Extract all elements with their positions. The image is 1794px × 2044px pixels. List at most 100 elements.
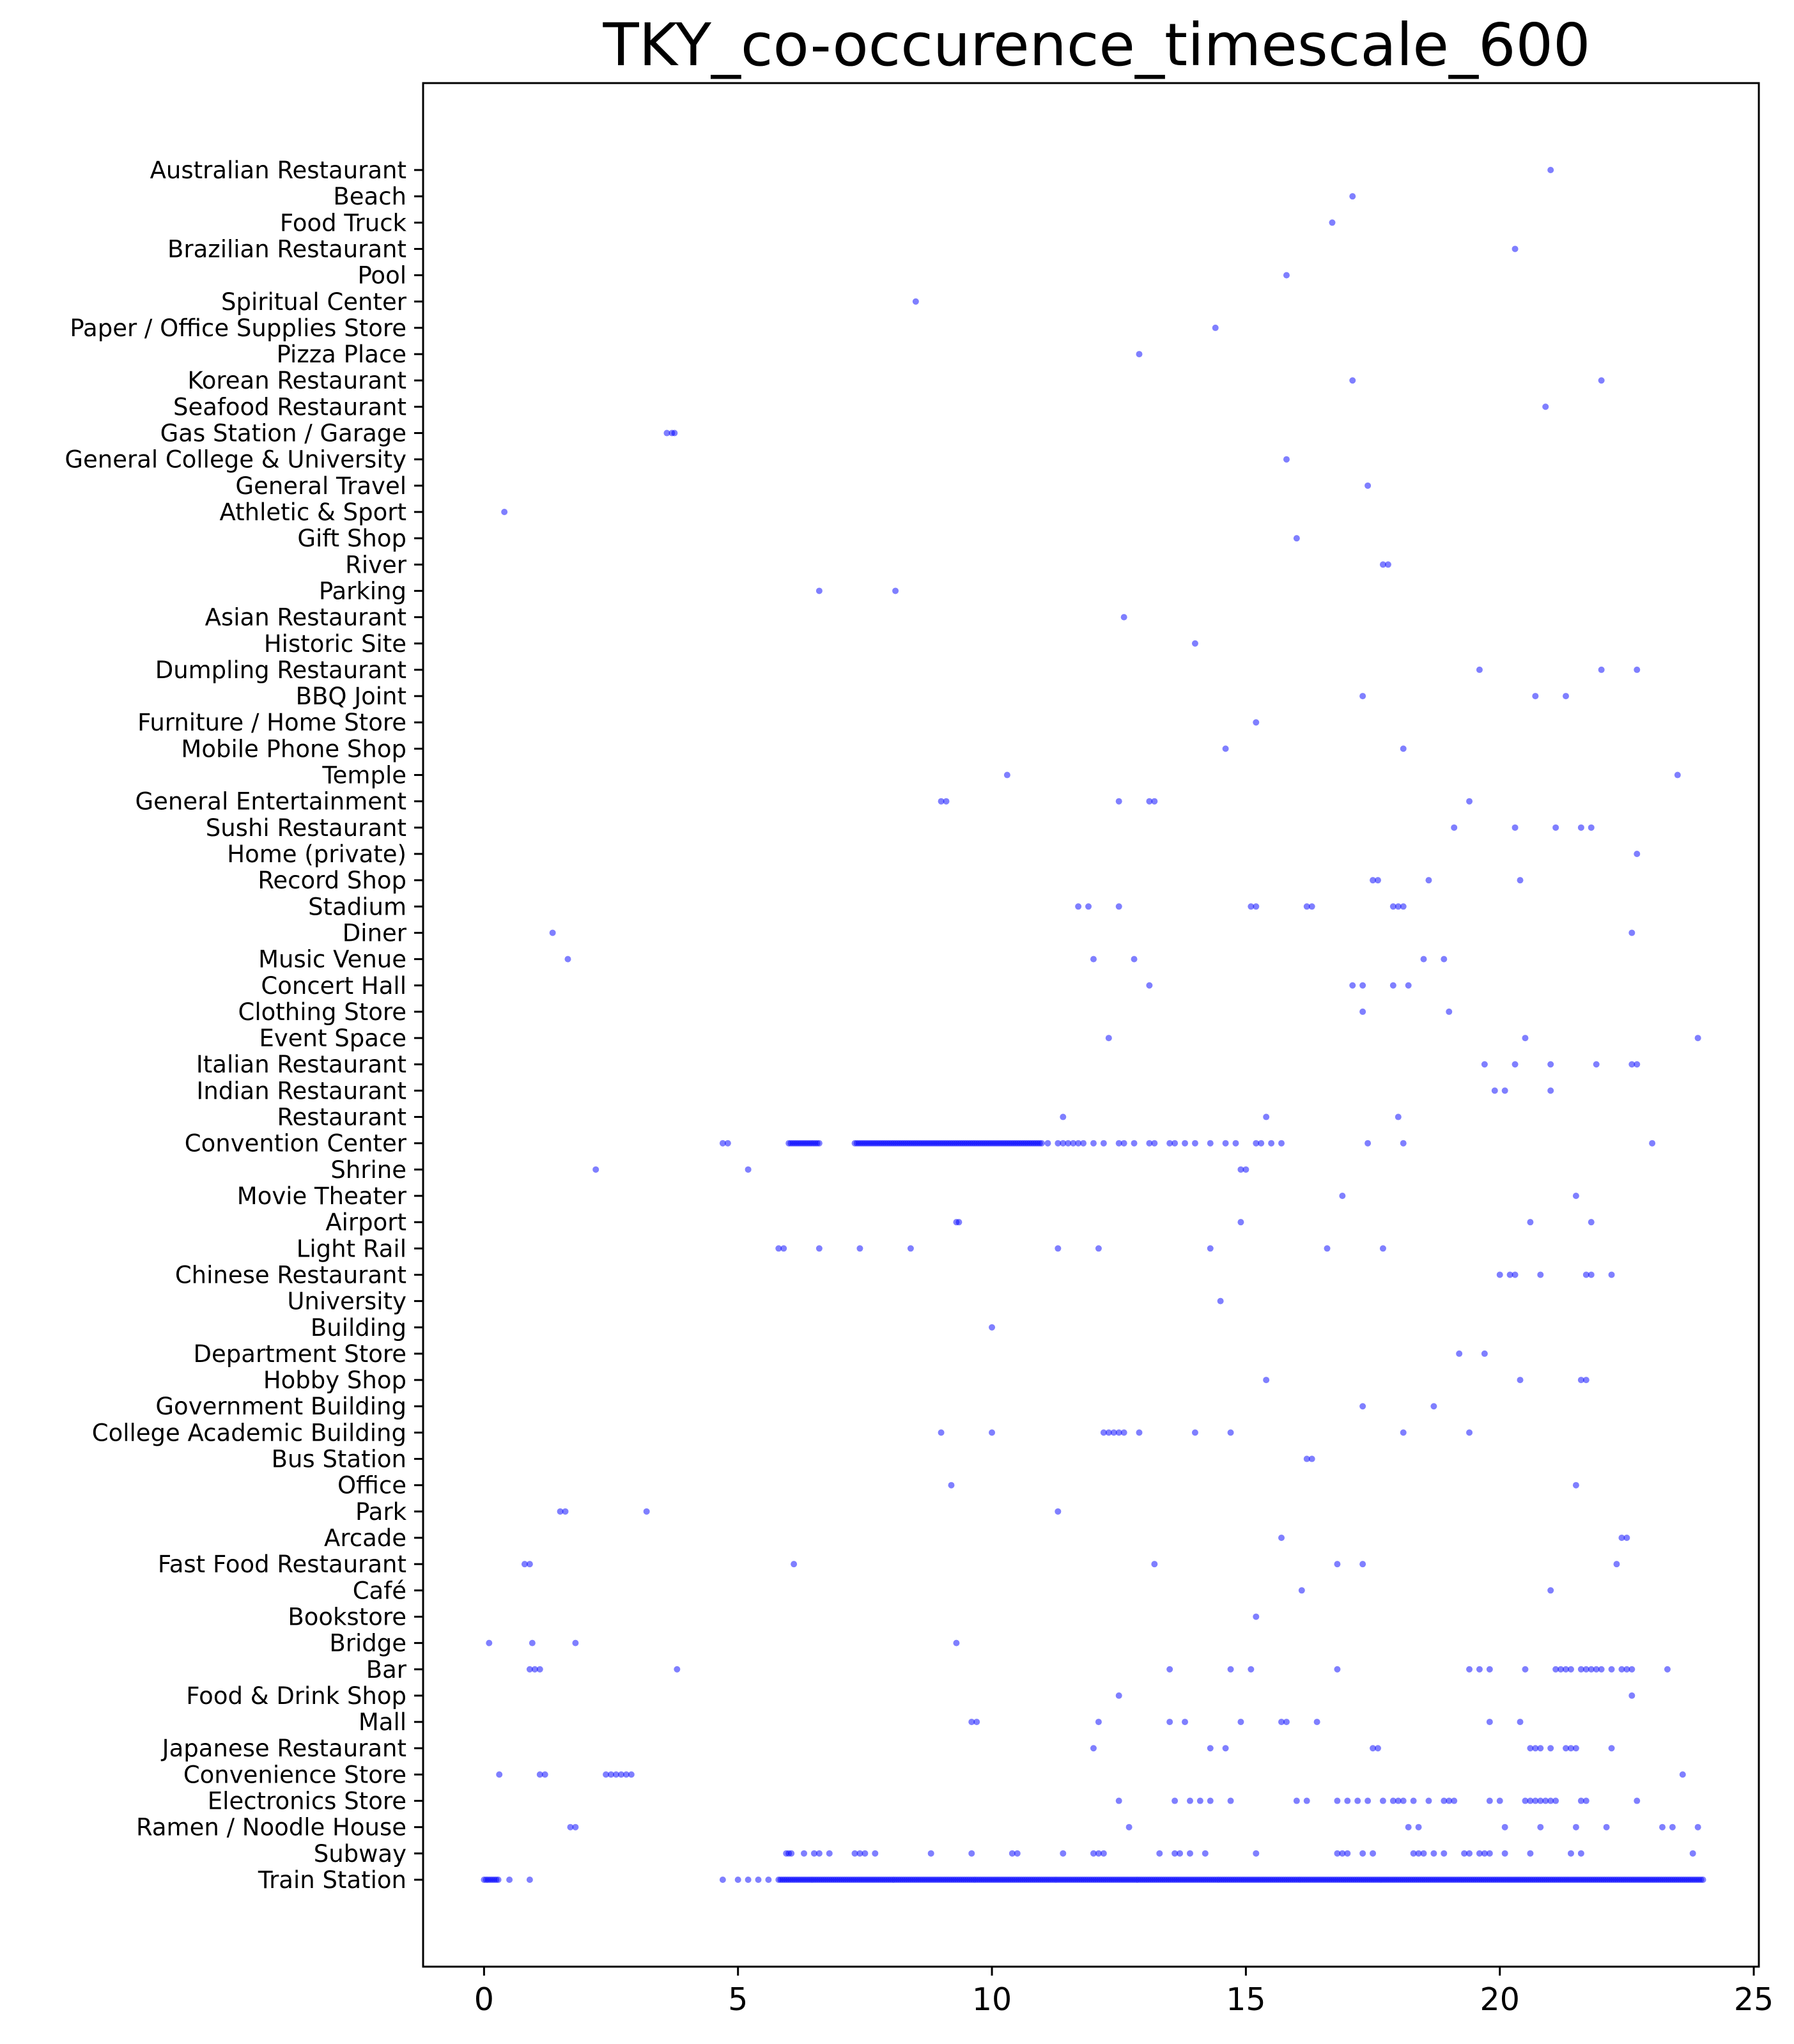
y-tick-label: Home (private) (227, 840, 406, 868)
data-point (1634, 851, 1640, 857)
data-point (1547, 1061, 1554, 1067)
data-point (1700, 1877, 1706, 1883)
data-point (1207, 1140, 1214, 1147)
y-tick-label: Arcade (324, 1524, 406, 1552)
data-point (1502, 1087, 1508, 1094)
y-tick-label: University (287, 1288, 406, 1315)
data-point (1416, 1824, 1422, 1831)
data-point (1466, 1666, 1473, 1673)
data-point (1253, 719, 1259, 725)
data-point (973, 1719, 980, 1725)
data-point (1588, 825, 1595, 831)
data-point (968, 1850, 975, 1857)
y-tick-label: General Travel (235, 472, 406, 500)
data-point (1192, 640, 1198, 647)
y-tick-label: Temple (321, 762, 406, 789)
data-point (1517, 1719, 1524, 1725)
data-point (1212, 325, 1219, 331)
data-point (1116, 1692, 1122, 1699)
y-tick-label: Park (355, 1498, 407, 1526)
data-point (1136, 351, 1142, 357)
data-point (527, 1877, 533, 1883)
y-tick-label: Paper / Office Supplies Store (70, 314, 406, 342)
y-tick-label: Historic Site (264, 630, 406, 658)
data-point (1451, 1798, 1457, 1804)
data-point (1223, 745, 1229, 752)
data-point (1192, 1429, 1198, 1436)
data-point (765, 1877, 771, 1883)
data-point (486, 1640, 492, 1646)
data-point (1583, 1798, 1589, 1804)
data-point (1380, 1245, 1386, 1251)
y-tick-label: Stadium (308, 893, 406, 920)
data-point (1390, 982, 1396, 989)
data-point (1634, 1798, 1640, 1804)
data-point (1055, 1245, 1061, 1251)
y-tick-label: Italian Restaurant (196, 1051, 406, 1078)
data-point (1085, 903, 1092, 910)
data-point (1512, 825, 1519, 831)
y-tick-label: Asian Restaurant (205, 604, 406, 631)
data-point (562, 1508, 569, 1515)
y-tick-label: General Entertainment (135, 788, 406, 816)
data-point (1334, 1798, 1340, 1804)
data-point (529, 1640, 536, 1646)
data-point (1400, 1429, 1407, 1436)
data-point (1441, 1850, 1447, 1857)
y-tick-label: Sushi Restaurant (206, 814, 406, 842)
data-point (1283, 1719, 1290, 1725)
data-point (1583, 1377, 1589, 1383)
data-point (1278, 1140, 1285, 1147)
y-tick-label: Convenience Store (183, 1761, 406, 1788)
y-tick-label: Mobile Phone Shop (181, 735, 406, 763)
data-point (1060, 1114, 1066, 1120)
data-point (1242, 1166, 1249, 1173)
data-point (1487, 1666, 1493, 1673)
y-tick-label: General College & University (65, 446, 406, 474)
data-point (1573, 1193, 1579, 1199)
data-point (1695, 1824, 1701, 1831)
data-point (1253, 1850, 1259, 1857)
data-point (1537, 1745, 1543, 1751)
data-point (1628, 1666, 1635, 1673)
y-tick-label: Bus Station (272, 1446, 406, 1473)
data-point (1659, 1824, 1666, 1831)
y-tick-label: Australian Restaurant (150, 157, 406, 184)
data-point (1425, 877, 1432, 883)
data-point (1349, 982, 1356, 989)
data-point (989, 1429, 995, 1436)
plot-area (423, 83, 1759, 1967)
data-point (1055, 1508, 1061, 1515)
y-tick-label: Japanese Restaurant (161, 1735, 406, 1762)
data-point (1522, 1035, 1528, 1041)
data-point (1359, 1850, 1366, 1857)
data-point (1405, 982, 1412, 989)
data-point (1101, 1850, 1107, 1857)
data-point (1375, 877, 1381, 883)
data-point (791, 1561, 797, 1567)
data-point (1476, 667, 1483, 673)
y-tick-label: Pizza Place (277, 341, 406, 368)
data-point (1568, 1850, 1574, 1857)
data-point (725, 1140, 731, 1147)
y-tick-label: Government Building (155, 1393, 406, 1420)
data-point (572, 1640, 578, 1646)
data-point (1177, 1850, 1183, 1857)
data-point (1385, 561, 1391, 568)
data-point (1598, 377, 1605, 383)
data-point (1492, 1087, 1498, 1094)
data-point (943, 798, 950, 805)
y-tick-label: Bar (366, 1656, 407, 1684)
data-point (1182, 1719, 1188, 1725)
data-point (1512, 1271, 1519, 1278)
data-point (1517, 1377, 1524, 1383)
y-tick-label: River (345, 551, 407, 578)
data-point (816, 1140, 823, 1147)
data-point (1095, 1245, 1102, 1251)
data-point (1375, 1745, 1381, 1751)
data-point (1552, 1798, 1559, 1804)
data-point (745, 1166, 752, 1173)
y-tick-label: Bridge (329, 1630, 406, 1657)
data-point (1547, 167, 1554, 173)
data-point (1456, 1351, 1462, 1357)
